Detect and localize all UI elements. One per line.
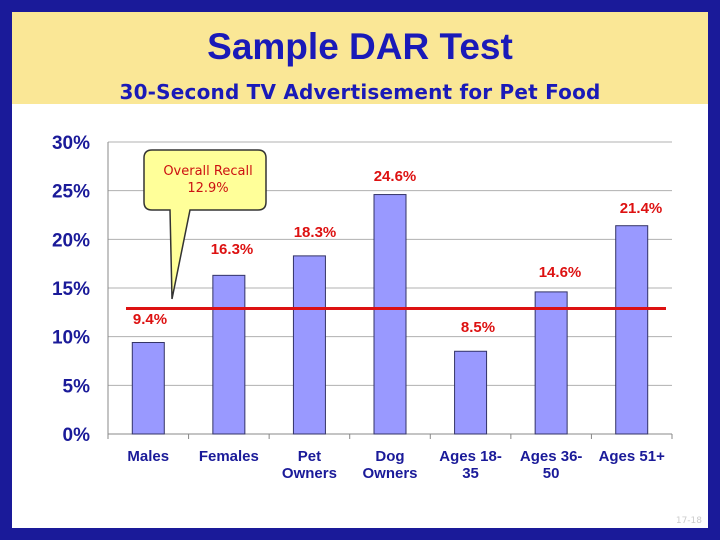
x-category-label: Males bbox=[127, 448, 169, 465]
slide-title: Sample DAR Test bbox=[207, 26, 513, 67]
x-category-label: Pet bbox=[298, 448, 321, 465]
y-tick-label: 25% bbox=[52, 182, 90, 203]
y-tick-label: 15% bbox=[52, 279, 90, 300]
data-label: 14.6% bbox=[539, 264, 582, 281]
x-category-label: Ages 51+ bbox=[599, 448, 666, 465]
slide-subtitle: 30-Second TV Advertisement for Pet Food bbox=[119, 80, 601, 104]
bar bbox=[292, 255, 326, 435]
callout-text: 12.9% bbox=[187, 181, 228, 196]
data-label: 8.5% bbox=[461, 319, 495, 336]
bar bbox=[454, 350, 488, 435]
x-category-label: Ages 36- bbox=[520, 448, 583, 465]
y-tick-label: 5% bbox=[63, 376, 91, 397]
y-tick-label: 20% bbox=[52, 230, 90, 251]
x-category-label: Females bbox=[199, 448, 259, 465]
data-label: 24.6% bbox=[374, 168, 417, 185]
data-label: 18.3% bbox=[294, 224, 337, 241]
y-tick-label: 10% bbox=[52, 328, 90, 349]
x-category-label: Ages 18- bbox=[439, 448, 502, 465]
y-tick-label: 30% bbox=[52, 133, 90, 154]
callout-text: Overall Recall bbox=[163, 164, 252, 179]
data-label: 9.4% bbox=[133, 311, 167, 328]
bar bbox=[373, 194, 407, 435]
header-band: Sample DAR Test 30-Second TV Advertiseme… bbox=[12, 12, 708, 104]
x-category-label: Owners bbox=[362, 465, 417, 482]
data-label: 16.3% bbox=[211, 241, 254, 258]
bar bbox=[212, 274, 246, 435]
x-category-label: 35 bbox=[462, 465, 479, 482]
x-category-label: Owners bbox=[282, 465, 337, 482]
page-number: 17-18 bbox=[675, 516, 702, 526]
y-tick-label: 0% bbox=[63, 425, 91, 446]
x-category-label: 50 bbox=[543, 465, 560, 482]
bar bbox=[615, 225, 649, 435]
callout-balloon bbox=[143, 149, 267, 300]
x-category-label: Dog bbox=[375, 448, 404, 465]
data-label: 21.4% bbox=[620, 200, 663, 217]
bar bbox=[131, 342, 165, 435]
bar bbox=[534, 291, 568, 435]
